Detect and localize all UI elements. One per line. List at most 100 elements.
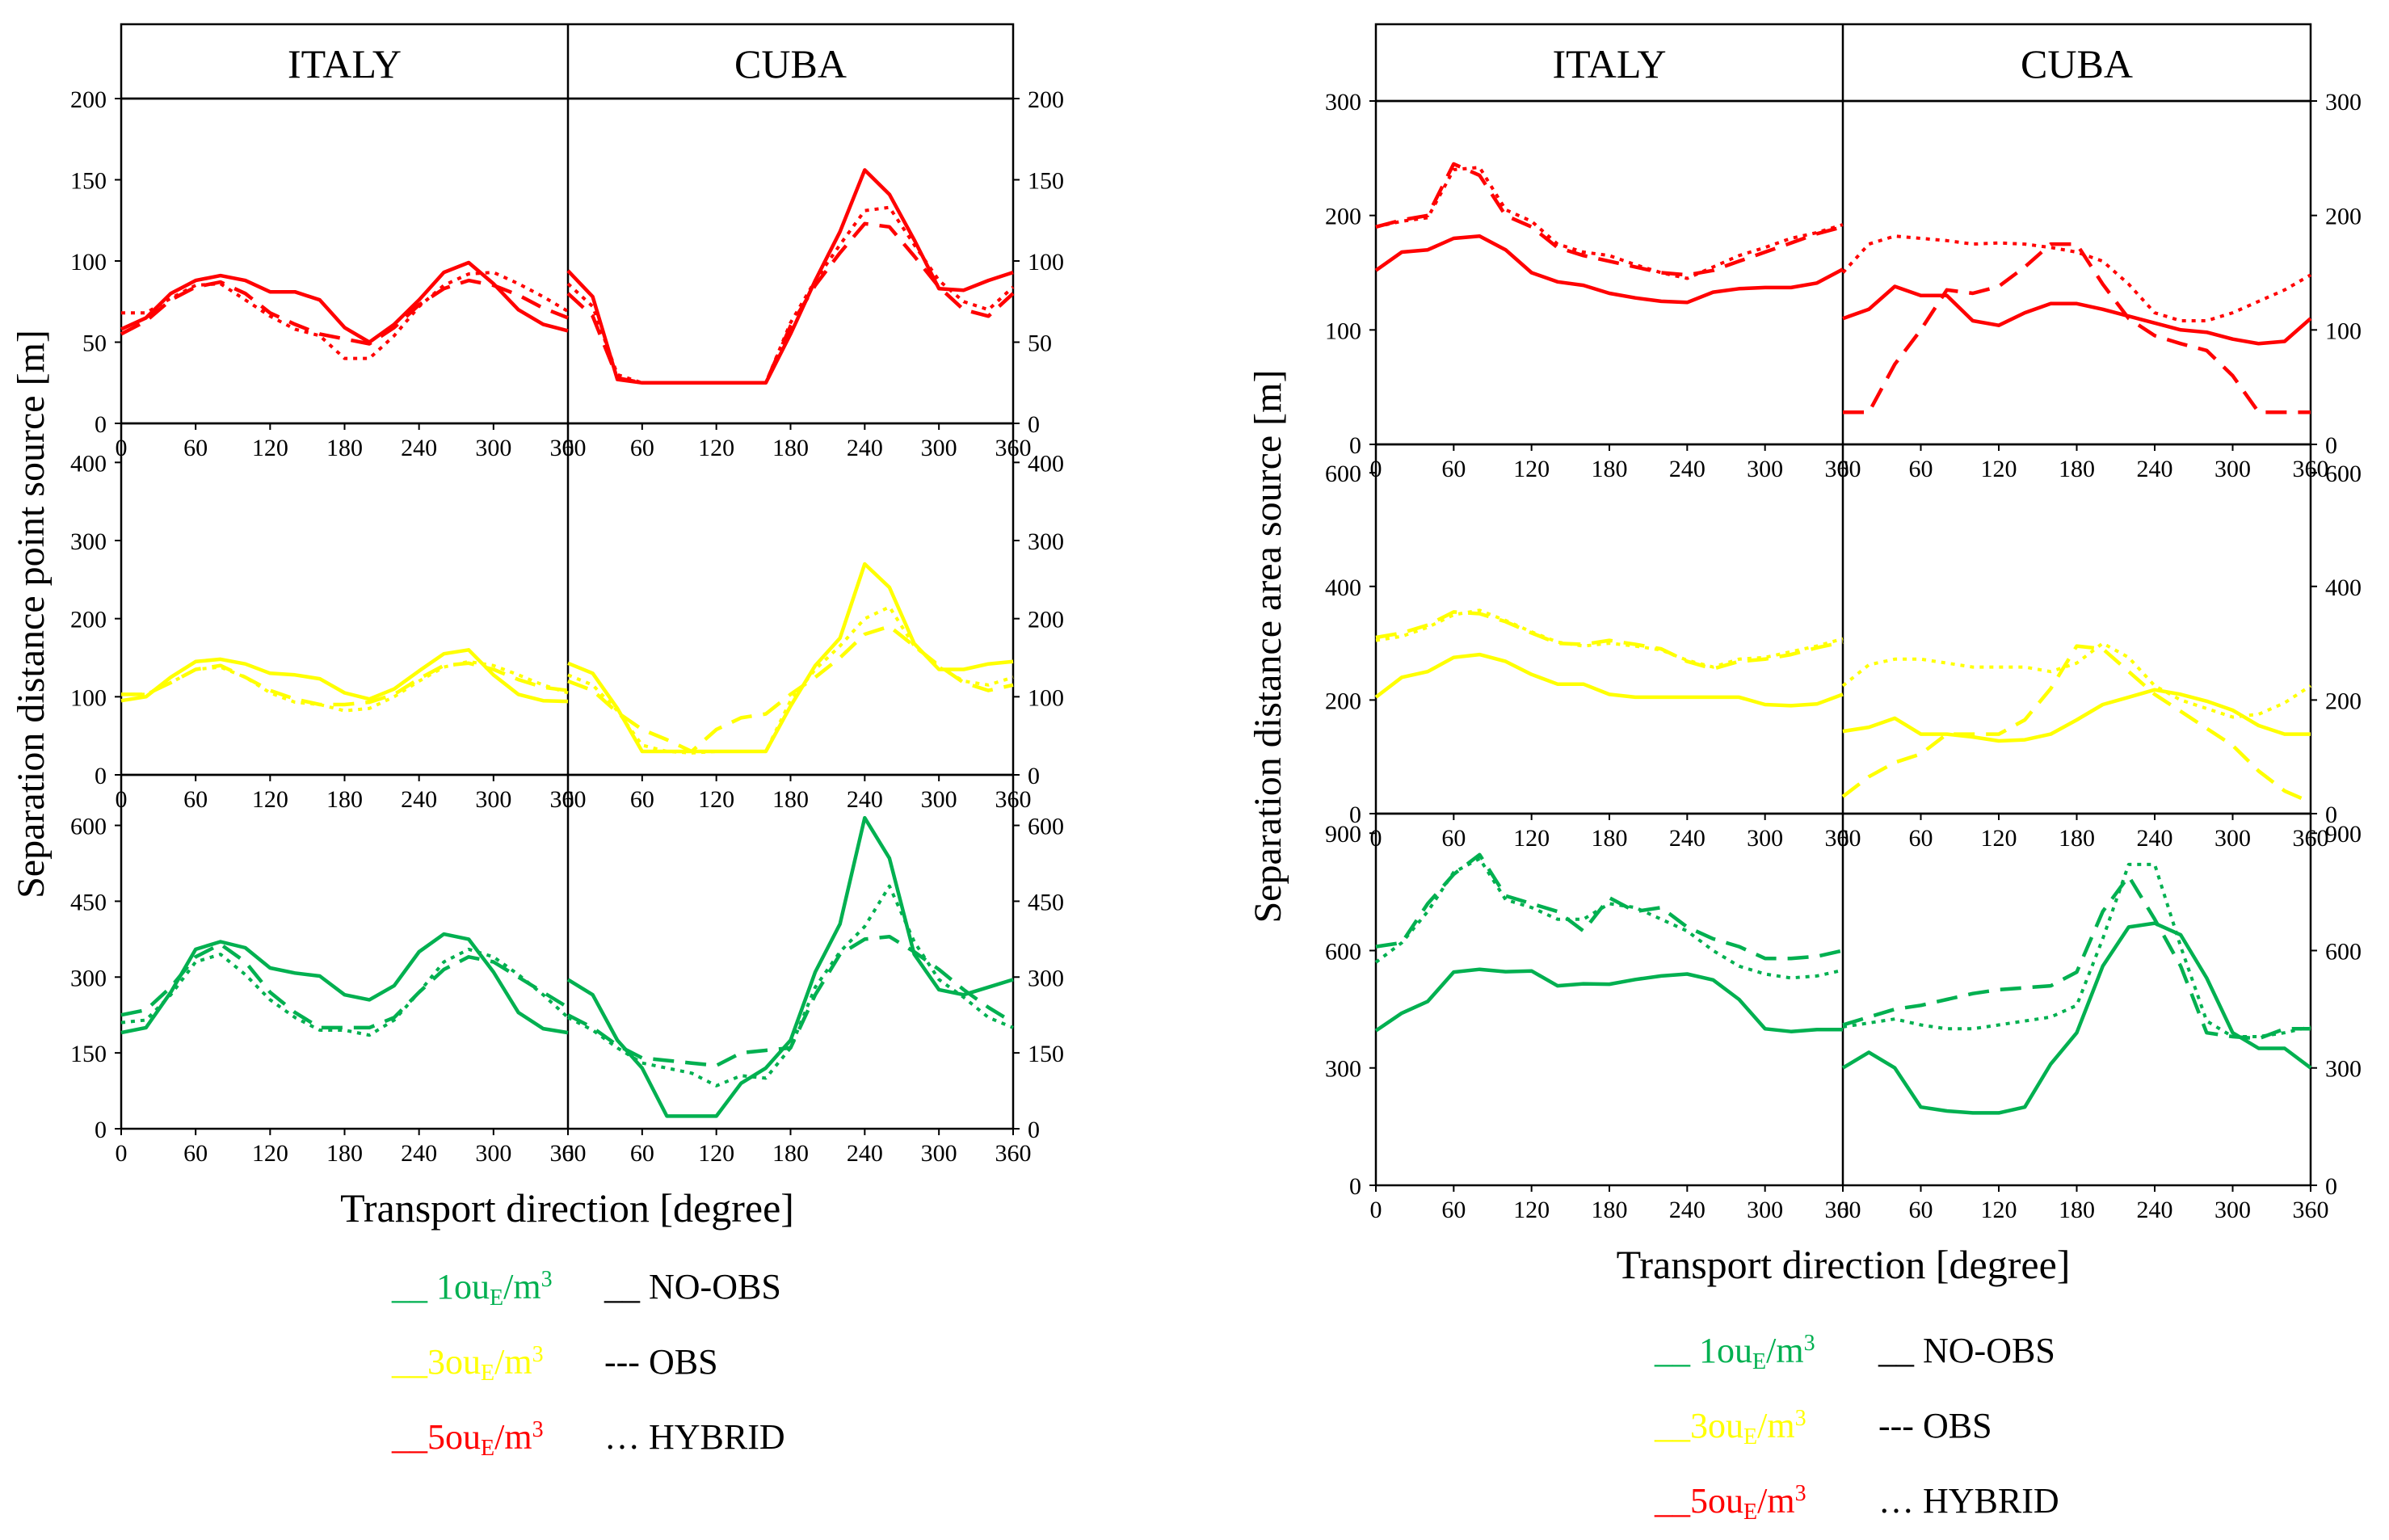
x-tick-label: 120 [1981,1197,2017,1223]
y-tick-label: 200 [1028,607,1064,633]
series-obs-cuba-5ouE-m3 [568,224,1013,383]
y-tick-label: 0 [95,411,107,438]
x-tick-label: 300 [2214,1197,2251,1223]
y-tick-label: 0 [1349,1173,1361,1200]
area-source-chart: ITALYCUBA0010010020020030030006012018024… [1247,24,2362,1287]
y-tick-label: 600 [1325,938,1361,965]
legend-text-part: __ 1ou [1654,1331,1752,1370]
legend-concentration-item: __5ouE/m3 [1654,1481,1806,1525]
y-tick-label: 300 [2325,89,2362,116]
legend-concentration-item: __3ouE/m3 [1654,1406,1806,1450]
series-no-obs-italy-3ouE-m3 [121,650,568,701]
x-tick-label: 180 [2059,825,2095,852]
x-tick-label: 300 [921,786,957,813]
x-tick-label: 180 [326,435,363,461]
x-tick-label: 120 [698,435,734,461]
y-tick-label: 400 [1028,450,1064,477]
legend-concentration-item: __3ouE/m3 [391,1342,544,1386]
y-tick-label: 200 [1325,688,1361,714]
x-tick-label: 60 [1441,456,1466,482]
x-tick-label: 0 [562,786,574,813]
x-tick-label: 240 [401,786,437,813]
y-axis-title: Separation distance point source [m] [10,330,53,898]
x-tick-label: 120 [698,1140,734,1167]
x-tick-label: 240 [2137,1197,2173,1223]
x-tick-label: 60 [183,786,208,813]
x-tick-label: 300 [1747,1197,1783,1223]
y-tick-label: 600 [2325,938,2362,965]
legend-scenario-item: … HYBRID [604,1417,785,1457]
y-tick-label: 900 [2325,821,2362,848]
legend-text-part: /m [1757,1481,1794,1521]
y-tick-label: 400 [70,450,107,477]
y-tick-label: 600 [70,814,107,840]
column-label-cuba: CUBA [2021,41,2133,86]
x-tick-label: 300 [1747,456,1783,482]
x-tick-label: 60 [183,1140,208,1167]
legend-text-part: /m [494,1342,532,1382]
legend-text-part: E [1743,1500,1757,1525]
x-tick-label: 240 [1669,1197,1706,1223]
y-tick-label: 400 [2325,574,2362,601]
x-tick-label: 0 [1837,1197,1849,1223]
y-tick-label: 450 [1028,889,1064,915]
y-tick-label: 600 [1028,814,1064,840]
x-tick-label: 300 [2214,456,2251,482]
legend-text-part: __ 1ou [391,1267,490,1306]
legend-text-part: __3ou [391,1342,481,1382]
column-label-cuba: CUBA [734,41,847,86]
x-tick-label: 60 [1441,1197,1466,1223]
y-tick-label: 100 [1028,684,1064,711]
series-hybrid-cuba-3ouE-m3 [568,607,1013,753]
y-tick-label: 200 [1028,86,1064,113]
legend-text-part: E [1752,1349,1766,1374]
x-tick-label: 60 [1909,825,1933,852]
x-tick-label: 240 [1669,825,1706,852]
x-tick-label: 60 [183,435,208,461]
y-tick-label: 200 [70,607,107,633]
x-tick-label: 180 [772,435,809,461]
y-tick-label: 300 [1028,528,1064,555]
x-tick-label: 180 [326,1140,363,1167]
x-tick-label: 240 [2137,825,2173,852]
legend-scenario-item: --- OBS [1878,1406,1992,1445]
y-tick-label: 0 [95,1117,107,1143]
x-tick-label: 180 [1592,825,1628,852]
y-tick-label: 450 [70,889,107,915]
x-tick-label: 180 [1592,1197,1628,1223]
legend-text-part: /m [1757,1406,1794,1445]
legend-text-part: E [490,1285,503,1311]
legend-concentration-item: __ 1ouE/m3 [391,1267,553,1311]
series-obs-cuba-1ouE-m3 [568,936,1013,1066]
x-tick-label: 180 [772,1140,809,1167]
x-tick-label: 0 [1837,825,1849,852]
x-tick-label: 240 [847,435,883,461]
series-obs-cuba-5ouE-m3 [1843,244,2311,412]
series-no-obs-cuba-1ouE-m3 [568,818,1013,1116]
y-tick-label: 150 [70,168,107,195]
x-tick-label: 60 [1909,456,1933,482]
series-hybrid-cuba-1ouE-m3 [1843,865,2311,1037]
legend-text-part: __5ou [391,1417,481,1457]
x-tick-label: 0 [562,1140,574,1167]
y-tick-label: 200 [70,86,107,113]
series-obs-italy-5ouE-m3 [1376,164,1843,275]
series-obs-cuba-3ouE-m3 [1843,646,2311,802]
x-tick-label: 300 [921,1140,957,1167]
x-tick-label: 300 [1747,825,1783,852]
x-tick-label: 300 [475,1140,511,1167]
x-tick-label: 120 [698,786,734,813]
y-tick-label: 900 [1325,821,1361,848]
y-tick-label: 150 [1028,1041,1064,1067]
y-tick-label: 300 [1325,1056,1361,1083]
legend-text-part: /m [494,1417,532,1457]
x-tick-label: 0 [1837,456,1849,482]
y-tick-label: 100 [70,684,107,711]
x-tick-label: 120 [1981,825,2017,852]
y-tick-label: 50 [1028,330,1052,357]
x-tick-label: 180 [1592,456,1628,482]
series-no-obs-cuba-1ouE-m3 [1843,924,2311,1113]
y-tick-label: 600 [2325,461,2362,487]
y-tick-label: 200 [1325,204,1361,230]
